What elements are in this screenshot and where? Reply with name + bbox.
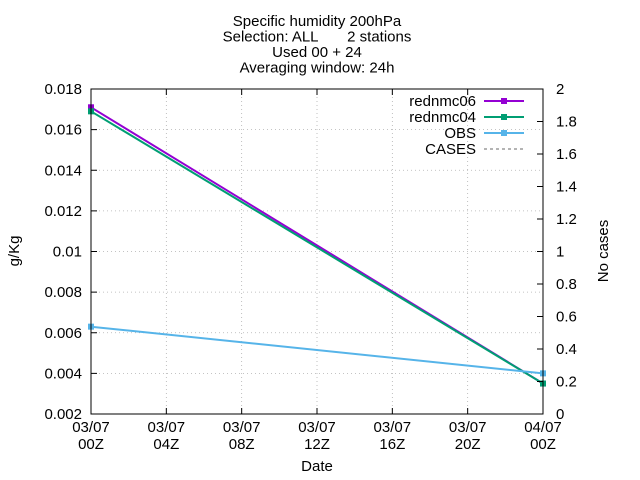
y-tick-label: 0.002: [44, 406, 82, 423]
x-tick-label-date: 03/07: [298, 419, 336, 436]
y2-axis-label: No cases: [595, 220, 612, 283]
y-tick-label: 0.004: [44, 365, 82, 382]
x-tick-label-date: 03/07: [374, 419, 412, 436]
series-line-rednmc04: [90, 110, 544, 385]
y-tick-label: 0.006: [44, 325, 82, 342]
y-tick-label: 0.016: [44, 122, 82, 139]
y2-tick-label: 1.6: [556, 146, 577, 163]
y-tick-label: 0.014: [44, 162, 82, 179]
y2-tick-label: 0.6: [556, 309, 577, 326]
y2-axis: 0 0.2 0.4 0.6 0.8 1 1.2 1.4 1.6 1.8 2: [537, 81, 577, 423]
series-lines: [88, 104, 546, 387]
x-tick-label-hour: 08Z: [229, 436, 255, 453]
x-tick-label-hour: 20Z: [455, 436, 481, 453]
chart-title-line: Used 00 + 24: [272, 44, 362, 61]
y2-tick-label: 0: [556, 406, 564, 423]
legend-swatch-marker: [501, 98, 507, 104]
y-tick-label: 0.018: [44, 81, 82, 98]
legend-label: rednmc06: [409, 93, 476, 110]
y2-tick-label: 0.8: [556, 276, 577, 293]
y-tick-label: 0.01: [53, 244, 82, 261]
y2-tick-label: 1.8: [556, 114, 577, 131]
y2-tick-label: 1: [556, 244, 564, 261]
x-tick-label-hour: 04Z: [153, 436, 179, 453]
legend-label: CASES: [425, 141, 476, 158]
legend-swatch-marker: [501, 114, 507, 120]
chart-title-line: Averaging window: 24h: [240, 60, 395, 77]
y-axis-label: g/Kg: [6, 236, 23, 267]
x-tick-label-hour: 16Z: [379, 436, 405, 453]
x-tick-label-hour: 12Z: [304, 436, 330, 453]
legend-label: OBS: [444, 125, 476, 142]
x-tick-label-hour: 00Z: [530, 436, 556, 453]
chart-title-line: Selection: ALL 2 stations: [223, 29, 412, 46]
y-tick-label: 0.008: [44, 284, 82, 301]
legend-label: rednmc04: [409, 109, 476, 126]
chart-title-line: Specific humidity 200hPa: [233, 13, 402, 30]
y2-tick-label: 0.2: [556, 374, 577, 391]
x-axis: 03/0700Z03/0704Z03/0708Z03/0712Z03/0716Z…: [72, 89, 562, 453]
y2-tick-label: 0.4: [556, 341, 577, 358]
x-tick-label-date: 04/07: [524, 419, 562, 436]
x-tick-label-hour: 00Z: [78, 436, 104, 453]
x-axis-label: Date: [301, 458, 333, 475]
y2-tick-label: 1.4: [556, 179, 577, 196]
x-tick-label-date: 03/07: [72, 419, 110, 436]
y2-tick-label: 2: [556, 81, 564, 98]
x-tick-label-date: 03/07: [223, 419, 261, 436]
y-axis: 0.002 0.004 0.006 0.008 0.01 0.012 0.014 0.016 0…: [44, 81, 97, 423]
legend-swatch-marker: [501, 130, 507, 136]
x-tick-label-date: 03/07: [148, 419, 186, 436]
y2-tick-label: 1.2: [556, 211, 577, 228]
series-line-OBS: [90, 325, 544, 375]
x-tick-label-date: 03/07: [449, 419, 487, 436]
y-tick-label: 0.012: [44, 203, 82, 220]
